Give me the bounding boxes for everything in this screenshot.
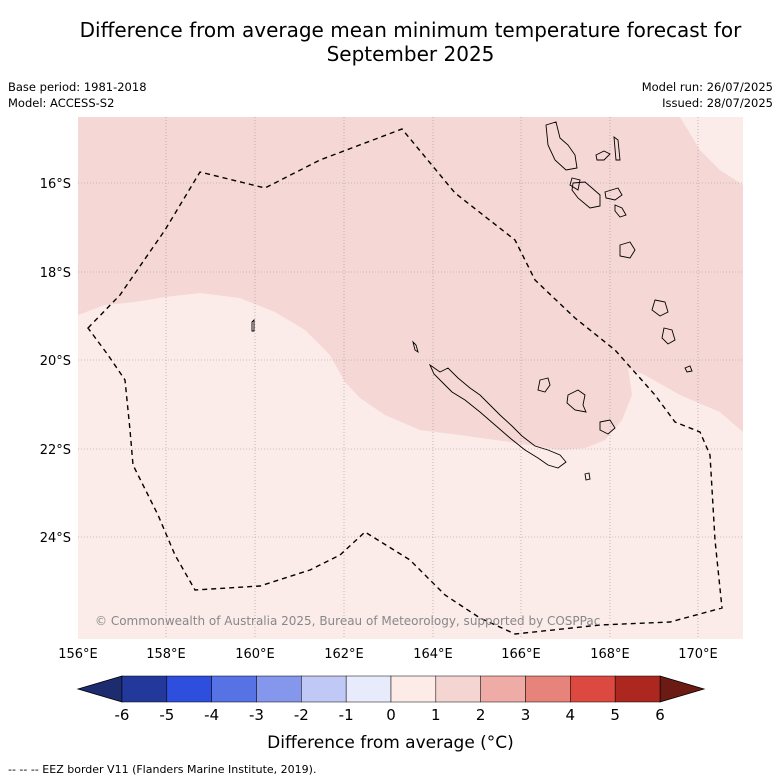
aneityum-island	[661, 327, 676, 345]
colorbar-segment	[211, 675, 257, 703]
chart-title: Difference from average mean minimum tem…	[40, 18, 781, 66]
colorbar-tick-label: 0	[386, 706, 396, 724]
base-period: Base period: 1981-2018	[8, 80, 147, 94]
colorbar-tick-label: -4	[204, 706, 219, 724]
anomaly-0-1-patch-ne	[680, 117, 743, 185]
efate-island	[619, 241, 636, 259]
new-caledonia-island	[428, 363, 567, 469]
islands	[251, 121, 693, 481]
lat-tick-label: 18°S	[40, 266, 71, 281]
colorbar-segment	[121, 675, 168, 703]
lat-tick-label: 22°S	[40, 443, 71, 458]
ouvea-island	[537, 377, 551, 393]
lifou-island	[566, 389, 587, 413]
lon-tick-label: 170°E	[678, 647, 718, 662]
colorbar-tick-label: 4	[566, 706, 576, 724]
colorbar-segment	[256, 675, 302, 703]
lat-tick-label: 24°S	[40, 531, 71, 546]
lon-tick-label: 162°E	[324, 647, 364, 662]
colorbar-segment	[345, 675, 392, 703]
meta-left: Base period: 1981-2018 Model: ACCESS-S2	[8, 79, 147, 111]
colorbar-tick-label: -3	[249, 706, 264, 724]
copyright-notice: © Commonwealth of Australia 2025, Bureau…	[95, 614, 600, 628]
colorbar-segment	[301, 675, 347, 703]
colorbar-over-arrow	[659, 675, 706, 703]
lon-tick-label: 160°E	[235, 647, 275, 662]
colorbar-segments	[121, 675, 661, 703]
lon-tick-label: 166°E	[501, 647, 541, 662]
espiritu-santo-island	[545, 121, 578, 171]
lon-tick-label: 164°E	[413, 647, 453, 662]
title-line-1: Difference from average mean minimum tem…	[79, 18, 742, 42]
colorbar-tick-labels: -6 -5 -4 -3 -2 -1 0 1 2 3 4 5 6	[115, 706, 665, 724]
colorbar-tick-label: -1	[339, 706, 354, 724]
title-line-2: September 2025	[326, 42, 495, 66]
malo-island	[569, 177, 581, 191]
colorbar-tick-label: 3	[521, 706, 531, 724]
chesterfield-island	[251, 318, 255, 332]
ambae-island	[595, 150, 611, 161]
malekula-island	[571, 181, 601, 209]
eez-footnote: -- -- -- EEZ border V11 (Flanders Marine…	[8, 763, 317, 776]
lon-tick-label: 168°E	[590, 647, 630, 662]
belep-island	[412, 340, 419, 354]
lon-tick-label: 156°E	[58, 647, 98, 662]
colorbar-segment	[390, 675, 437, 703]
tanna-island	[651, 299, 669, 317]
meta-right: Model run: 26/07/2025 Issued: 28/07/2025	[642, 79, 773, 111]
colorbar-tick-label: -2	[294, 706, 309, 724]
ambrym-island	[604, 187, 623, 201]
colorbar-tick-label: 6	[655, 706, 665, 724]
colorbar-under-arrow	[76, 675, 123, 703]
map-area	[78, 117, 743, 639]
colorbar-segment	[166, 675, 212, 703]
lat-tick-labels: 16°S 18°S 20°S 22°S 24°S	[40, 177, 71, 546]
colorbar-segment	[435, 675, 481, 703]
colorbar-segment	[614, 675, 661, 703]
colorbar-tick-label: 2	[476, 706, 486, 724]
colorbar-tick-label: 1	[431, 706, 441, 724]
colorbar-tick-label: -6	[115, 706, 130, 724]
epi-island	[614, 204, 627, 218]
lon-tick-label: 158°E	[146, 647, 186, 662]
colorbar: -6 -5 -4 -3 -2 -1 0 1 2 3 4 5 6	[76, 675, 706, 724]
issued-date: Issued: 28/07/2025	[662, 96, 773, 110]
model-name: Model: ACCESS-S2	[8, 96, 115, 110]
hunter-island	[684, 365, 693, 373]
colorbar-segment	[480, 675, 526, 703]
model-run: Model run: 26/07/2025	[641, 80, 773, 94]
eez-border	[87, 128, 723, 635]
walpole-island	[584, 472, 591, 481]
lat-tick-label: 16°S	[40, 177, 71, 192]
colorbar-segment	[570, 675, 616, 703]
lat-tick-label: 20°S	[40, 354, 71, 369]
colorbar-tick-label: 5	[610, 706, 620, 724]
anomaly-1-2-region	[78, 117, 743, 450]
colorbar-tick-label: -5	[159, 706, 174, 724]
mare-island	[599, 419, 616, 435]
colorbar-segment	[525, 675, 571, 703]
lon-tick-labels: 156°E 158°E 160°E 162°E 164°E 166°E 168°…	[58, 647, 718, 662]
colorbar-label: Difference from average (°C)	[267, 733, 514, 753]
pentecost-island	[613, 136, 621, 161]
